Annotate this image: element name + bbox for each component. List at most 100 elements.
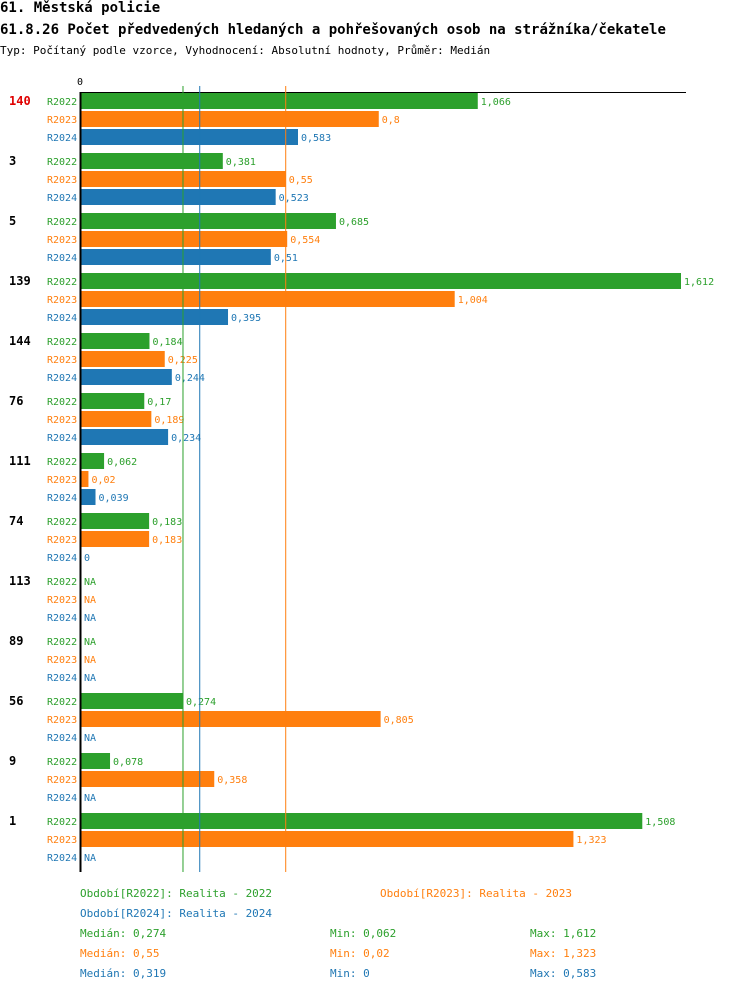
data-label-9-r2023: 0,358 xyxy=(217,775,247,786)
bar-chart: 0 140 R2022 1,066 R2023 0,8 R2024 0,583 3 R2022 0,… xyxy=(9,77,714,872)
series-label-r2023: R2023 xyxy=(47,655,77,666)
series-label-r2024: R2024 xyxy=(47,673,77,684)
data-label-76-r2022: 0,17 xyxy=(147,397,171,408)
bar-139-r2024 xyxy=(81,309,229,325)
series-label-r2022: R2022 xyxy=(47,277,77,288)
data-label-74-r2022: 0,183 xyxy=(152,517,182,528)
category-label-9: 9 xyxy=(9,754,16,768)
series-label-r2023: R2023 xyxy=(47,775,77,786)
category-label-1: 1 xyxy=(9,814,16,828)
series-label-r2024: R2024 xyxy=(47,373,77,384)
data-label-111-r2022: 0,062 xyxy=(107,457,137,468)
series-label-r2024: R2024 xyxy=(47,613,77,624)
series-label-r2022: R2022 xyxy=(47,757,77,768)
data-label-56-r2023: 0,805 xyxy=(384,715,414,726)
legend-r2023: Období[R2023]: Realita - 2023 xyxy=(380,887,573,900)
series-label-r2022: R2022 xyxy=(47,697,77,708)
bar-9-r2022 xyxy=(81,753,111,769)
series-label-r2024: R2024 xyxy=(47,253,77,264)
series-label-r2023: R2023 xyxy=(47,715,77,726)
bar-76-r2023 xyxy=(81,411,152,427)
data-label-5-r2022: 0,685 xyxy=(339,217,369,228)
bar-9-r2023 xyxy=(81,771,215,787)
category-label-140: 140 xyxy=(9,94,31,108)
stat-median-r2024: Medián: 0,319 xyxy=(80,967,167,980)
series-label-r2024: R2024 xyxy=(47,493,77,504)
data-label-139-r2023: 1,004 xyxy=(458,295,488,306)
data-label-3-r2023: 0,55 xyxy=(289,175,313,186)
chart-meta: Typ: Počítaný podle vzorce, Vyhodnocení:… xyxy=(0,44,491,57)
data-label-113-r2024: NA xyxy=(84,613,96,624)
category-label-5: 5 xyxy=(9,214,16,228)
category-label-113: 113 xyxy=(9,574,31,588)
series-label-r2023: R2023 xyxy=(47,235,77,246)
data-label-139-r2022: 1,612 xyxy=(684,277,714,288)
series-label-r2022: R2022 xyxy=(47,457,77,468)
bar-144-r2022 xyxy=(81,333,150,349)
series-label-r2024: R2024 xyxy=(47,133,77,144)
stat-median-r2022: Medián: 0,274 xyxy=(80,927,167,940)
series-label-r2023: R2023 xyxy=(47,175,77,186)
bar-5-r2024 xyxy=(81,249,271,265)
bar-76-r2022 xyxy=(81,393,145,409)
data-label-144-r2024: 0,244 xyxy=(175,373,205,384)
series-label-r2024: R2024 xyxy=(47,433,77,444)
series-label-r2023: R2023 xyxy=(47,835,77,846)
category-label-76: 76 xyxy=(9,394,23,408)
series-label-r2023: R2023 xyxy=(47,595,77,606)
category-label-3: 3 xyxy=(9,154,16,168)
series-label-r2023: R2023 xyxy=(47,355,77,366)
data-label-74-r2024: 0 xyxy=(84,553,90,564)
data-label-9-r2022: 0,078 xyxy=(113,757,143,768)
axis-zero-label: 0 xyxy=(77,77,83,88)
bar-111-r2023 xyxy=(81,471,89,487)
category-label-139: 139 xyxy=(9,274,31,288)
series-label-r2024: R2024 xyxy=(47,853,77,864)
data-label-1-r2023: 1,323 xyxy=(576,835,606,846)
bar-3-r2024 xyxy=(81,189,276,205)
bar-140-r2024 xyxy=(81,129,298,145)
series-label-r2022: R2022 xyxy=(47,637,77,648)
bar-76-r2024 xyxy=(81,429,169,445)
data-label-74-r2023: 0,183 xyxy=(152,535,182,546)
stat-min-r2023: Min: 0,02 xyxy=(330,947,390,960)
category-label-144: 144 xyxy=(9,334,31,348)
series-label-r2022: R2022 xyxy=(47,217,77,228)
bar-139-r2022 xyxy=(81,273,681,289)
stat-max-r2022: Max: 1,612 xyxy=(530,927,597,940)
data-label-1-r2022: 1,508 xyxy=(645,817,675,828)
data-label-144-r2022: 0,184 xyxy=(152,337,182,348)
page-title: 61. Městská policie xyxy=(0,0,161,16)
series-label-r2023: R2023 xyxy=(47,115,77,126)
stat-min-r2024: Min: 0 xyxy=(330,967,370,980)
series-label-r2022: R2022 xyxy=(47,97,77,108)
bar-74-r2022 xyxy=(81,513,150,529)
data-label-1-r2024: NA xyxy=(84,853,96,864)
series-label-r2022: R2022 xyxy=(47,817,77,828)
series-label-r2022: R2022 xyxy=(47,577,77,588)
bar-3-r2022 xyxy=(81,153,223,169)
category-label-89: 89 xyxy=(9,634,23,648)
category-label-56: 56 xyxy=(9,694,23,708)
bar-111-r2024 xyxy=(81,489,96,505)
category-label-74: 74 xyxy=(9,514,23,528)
series-label-r2022: R2022 xyxy=(47,157,77,168)
bar-1-r2023 xyxy=(81,831,574,847)
data-label-3-r2024: 0,523 xyxy=(279,193,309,204)
chart-title: 61.8.26 Počet předvedených hledaných a p… xyxy=(0,22,666,38)
data-label-9-r2024: NA xyxy=(84,793,96,804)
data-label-56-r2024: NA xyxy=(84,733,96,744)
data-label-113-r2022: NA xyxy=(84,577,96,588)
bar-144-r2024 xyxy=(81,369,172,385)
series-label-r2022: R2022 xyxy=(47,337,77,348)
series-label-r2024: R2024 xyxy=(47,313,77,324)
series-label-r2022: R2022 xyxy=(47,517,77,528)
data-label-89-r2022: NA xyxy=(84,637,96,648)
series-label-r2023: R2023 xyxy=(47,535,77,546)
series-label-r2023: R2023 xyxy=(47,295,77,306)
legend-r2022: Období[R2022]: Realita - 2022 xyxy=(80,887,273,900)
data-label-76-r2024: 0,234 xyxy=(171,433,201,444)
series-label-r2023: R2023 xyxy=(47,475,77,486)
series-label-r2024: R2024 xyxy=(47,733,77,744)
bar-56-r2022 xyxy=(81,693,183,709)
